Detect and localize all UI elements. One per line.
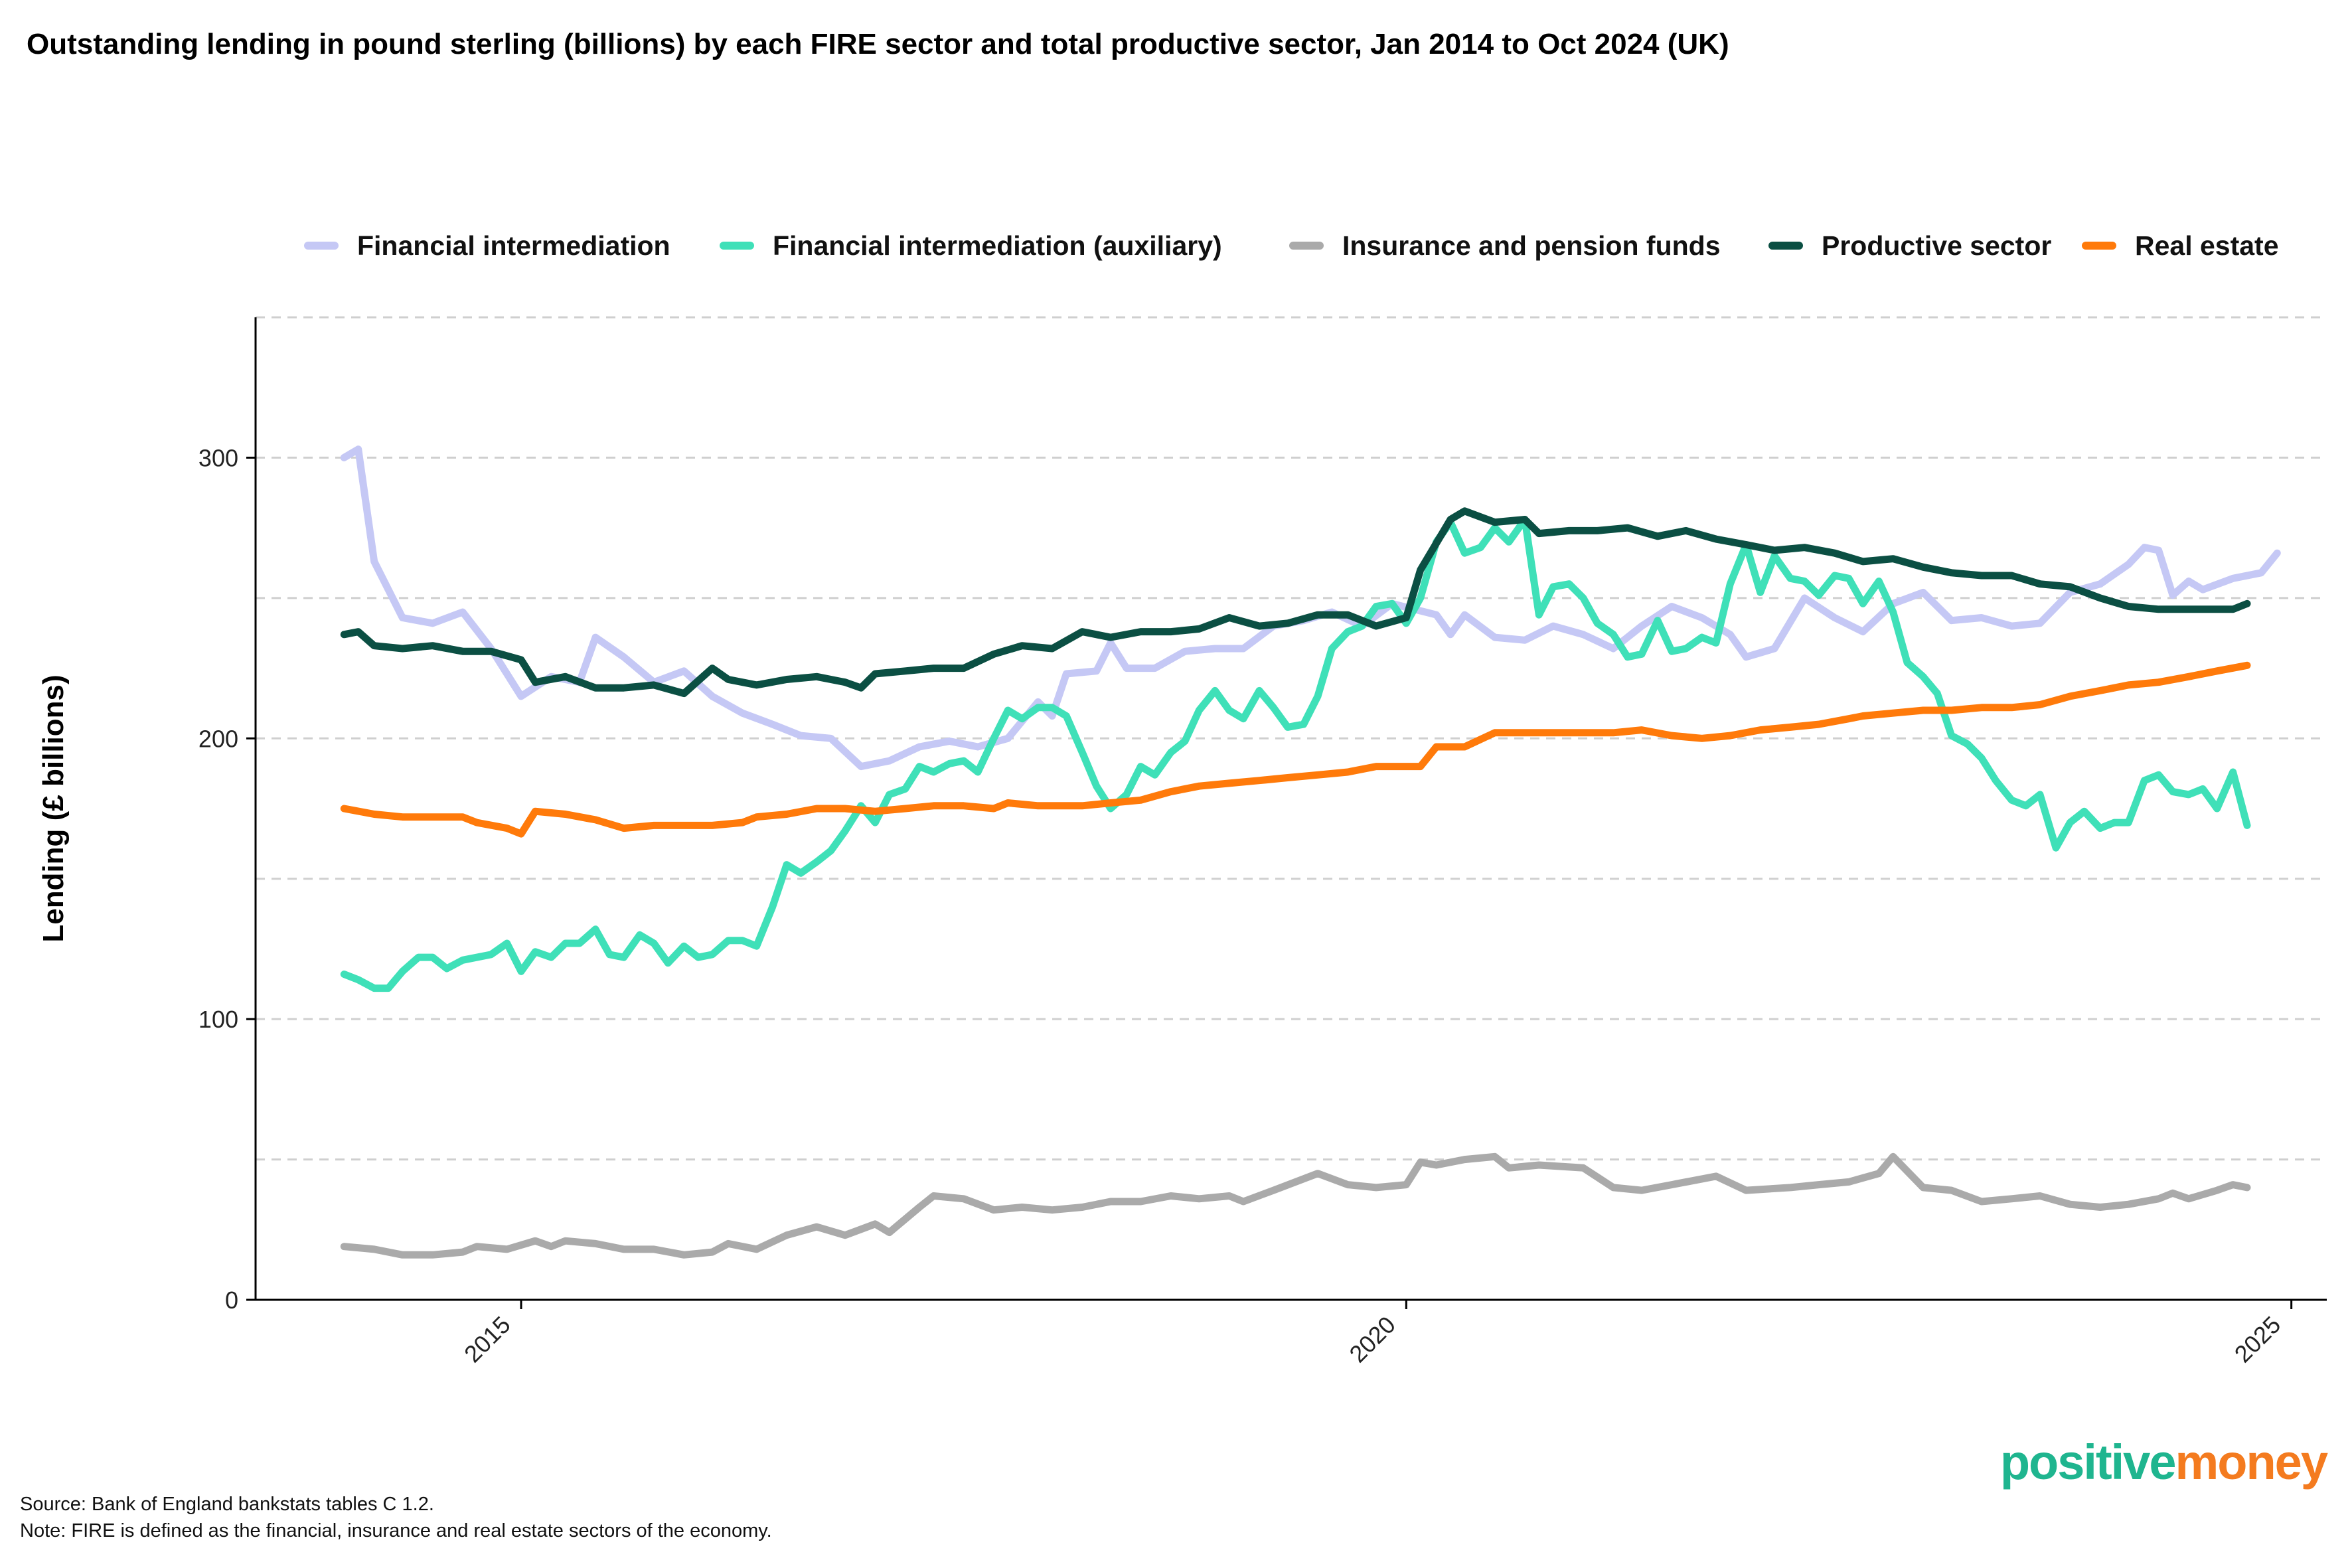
series-line-productive-sector xyxy=(340,507,2251,698)
positive-money-logo: positivemoney xyxy=(1999,1435,2328,1490)
legend-label: Financial intermediation xyxy=(357,230,670,261)
series-line-financial-intermediation-auxiliary xyxy=(340,516,2251,992)
y-tick-label: 100 xyxy=(198,1006,238,1033)
legend-label: Insurance and pension funds xyxy=(1342,230,1721,261)
legend-label: Productive sector xyxy=(1822,230,2052,261)
legend-swatch xyxy=(720,242,754,250)
legend-swatch xyxy=(304,242,339,250)
legend-item-productive-sector[interactable]: Productive sector xyxy=(1768,226,2051,266)
x-tick-label: 2020 xyxy=(1344,1311,1401,1368)
y-tick-label: 0 xyxy=(225,1287,238,1314)
chart-title: Outstanding lending in pound sterling (b… xyxy=(27,28,1729,60)
legend-swatch xyxy=(1289,242,1324,250)
legend-swatch xyxy=(1768,242,1803,250)
note-text: Note: FIRE is defined as the financial, … xyxy=(20,1520,772,1541)
y-axis-title: Lending (£ billions) xyxy=(37,674,70,942)
y-tick-label: 200 xyxy=(198,725,238,752)
legend: Financial intermediation Financial inter… xyxy=(0,226,2304,266)
source-text: Source: Bank of England bankstats tables… xyxy=(20,1494,434,1515)
x-tick-label: 2015 xyxy=(459,1311,516,1368)
series-line-insurance-and-pension-funds xyxy=(340,1152,2251,1259)
legend-item-financial-intermediation-auxiliary[interactable]: Financial intermediation (auxiliary) xyxy=(720,226,1222,266)
legend-swatch xyxy=(2082,242,2116,250)
legend-label: Real estate xyxy=(2135,230,2279,261)
legend-item-financial-intermediation[interactable]: Financial intermediation xyxy=(304,226,670,266)
legend-item-insurance-pension[interactable]: Insurance and pension funds xyxy=(1289,226,1721,266)
y-tick-label: 300 xyxy=(198,444,238,471)
legend-item-real-estate[interactable]: Real estate xyxy=(2082,226,2279,266)
series-line-real-estate xyxy=(340,661,2251,838)
legend-label: Financial intermediation (auxiliary) xyxy=(773,230,1222,261)
series-line-financial-intermediation xyxy=(340,445,2281,771)
x-tick-label: 2025 xyxy=(2229,1311,2286,1368)
